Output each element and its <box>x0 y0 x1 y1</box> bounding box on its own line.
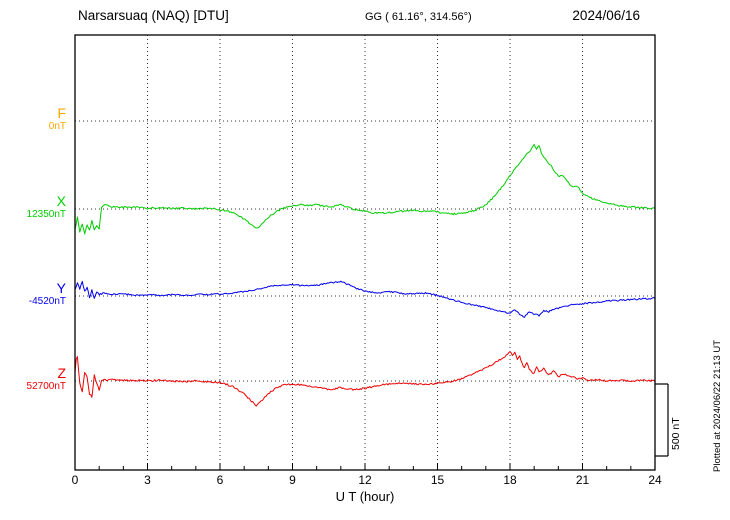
component-letter-X: X <box>56 193 66 209</box>
trace-X <box>74 143 656 235</box>
component-label-X: X 12350nT <box>0 194 66 221</box>
plot-frame <box>74 34 656 471</box>
gg-coordinates: GG ( 61.16°, 314.56°) <box>365 11 472 23</box>
x-axis-title: U T (hour) <box>335 489 395 504</box>
x-tick-label: 0 <box>72 473 79 487</box>
x-tick-label: 3 <box>144 473 151 487</box>
x-tick-label: 21 <box>576 473 590 487</box>
x-tick-label: 18 <box>503 473 517 487</box>
date-label: 2024/06/16 <box>572 8 640 23</box>
component-label-Y: Y -4520nT <box>0 281 66 308</box>
component-label-F: F 0nT <box>0 106 66 133</box>
x-tick-label: 15 <box>431 473 445 487</box>
component-baseline-Z: 52700nT <box>26 381 66 392</box>
component-baseline-Y: -4520nT <box>28 296 66 307</box>
plotted-at-note: Plotted at 2024/06/22 21:13 UT <box>712 339 723 472</box>
x-tick-label: 24 <box>648 473 662 487</box>
component-baseline-F: 0nT <box>48 121 66 132</box>
trace-Z <box>74 351 656 407</box>
component-label-Z: Z 52700nT <box>0 366 66 393</box>
component-letter-Z: Z <box>57 365 66 381</box>
component-baseline-X: 12350nT <box>26 209 66 220</box>
station-title: Narsarsuaq (NAQ) [DTU] <box>78 8 229 23</box>
x-tick-label: 6 <box>217 473 224 487</box>
x-tick-label: 9 <box>289 473 296 487</box>
x-tick-label: 12 <box>358 473 372 487</box>
component-letter-Y: Y <box>56 280 66 296</box>
scale-bar-label: 500 nT <box>670 417 682 450</box>
component-letter-F: F <box>57 105 66 121</box>
trace-Y <box>74 280 656 318</box>
